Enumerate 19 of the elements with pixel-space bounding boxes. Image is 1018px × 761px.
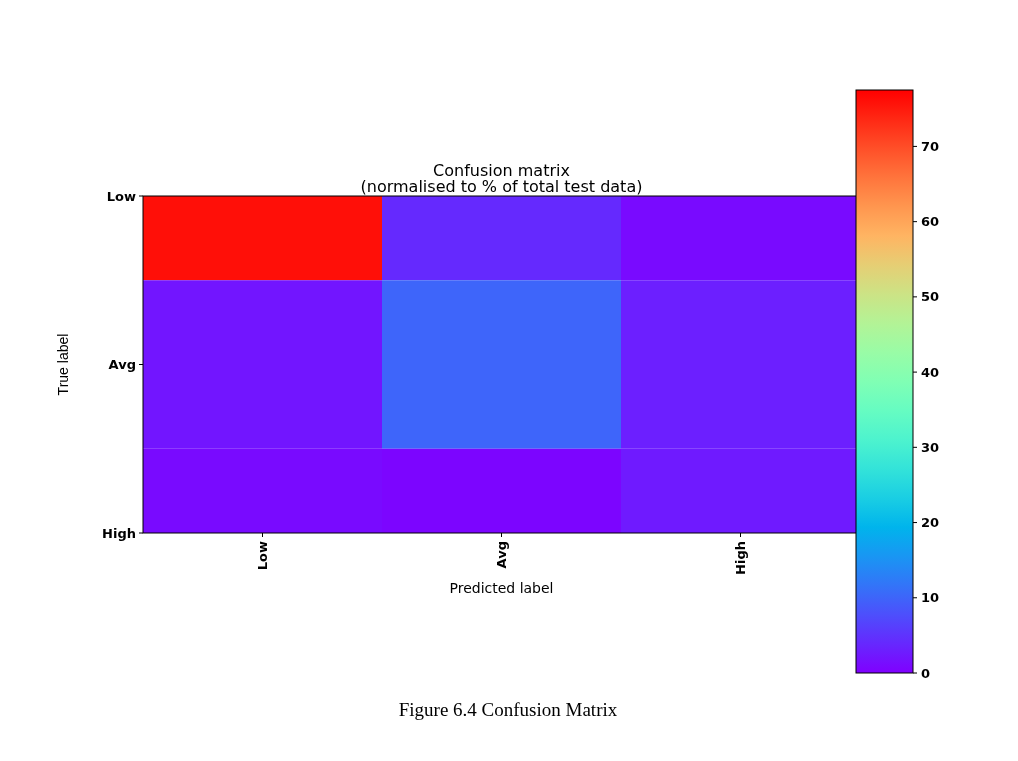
color-bar-label: 10 <box>921 590 940 606</box>
color-bar-label: 20 <box>921 515 940 531</box>
y-tick-label: Low <box>106 188 136 204</box>
color-bar-label: 70 <box>921 138 940 154</box>
x-tick-label: High <box>733 541 749 575</box>
color-bar-label: 40 <box>921 364 940 380</box>
x-tick-label: Low <box>255 541 271 571</box>
chart-subtitle: (normalised to % of total test data) <box>360 177 643 196</box>
color-bar-label: 60 <box>921 214 940 230</box>
chart-title: Confusion matrix <box>433 161 570 180</box>
x-axis-title: Predicted label <box>449 580 554 596</box>
x-tick-label: Avg <box>494 541 510 569</box>
y-axis-title: True label <box>55 333 71 396</box>
color-bar-label: 50 <box>921 289 940 305</box>
y-tick-label: High <box>102 525 136 541</box>
caption: Figure 6.4 Confusion Matrix <box>398 699 618 720</box>
color-bar-label: 0 <box>921 665 931 681</box>
y-tick-label: Avg <box>108 357 136 373</box>
color-bar-label: 30 <box>921 439 940 455</box>
